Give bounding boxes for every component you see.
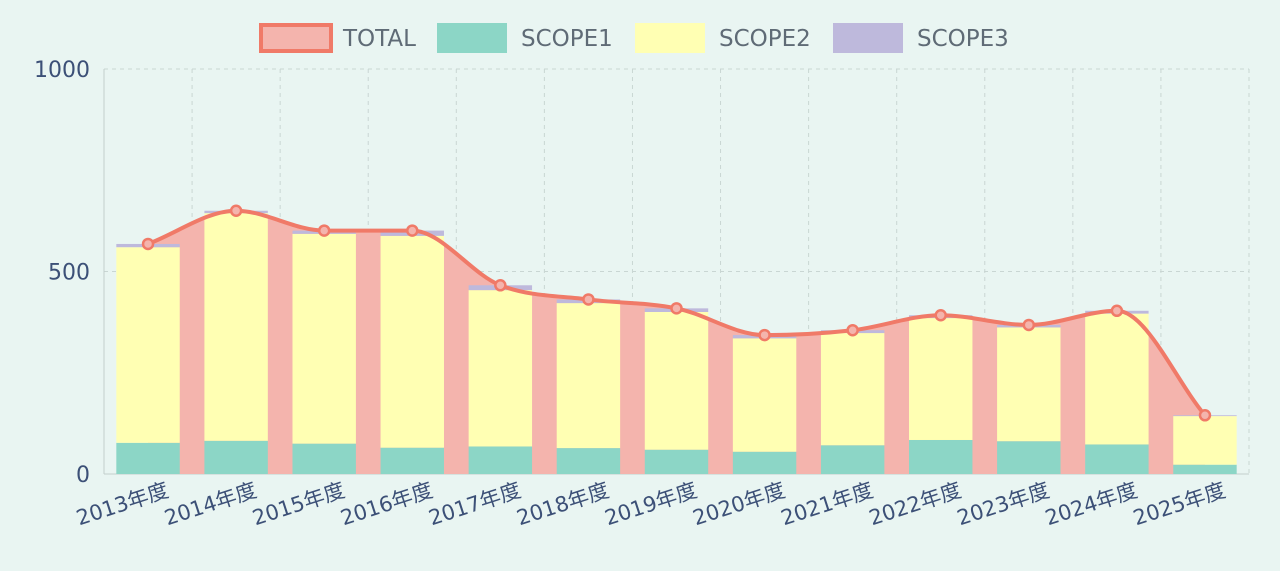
- legend-swatch-total: [259, 23, 333, 53]
- y-tick-label: 500: [48, 261, 90, 286]
- x-tick-label: 2019年度: [602, 478, 700, 530]
- x-tick-label: 2016年度: [338, 478, 436, 530]
- total-point: [1022, 318, 1036, 332]
- scope2-bar: [556, 303, 621, 449]
- scope1-bar: [820, 445, 885, 474]
- x-tick-label: 2020年度: [690, 478, 788, 530]
- total-point: [934, 308, 947, 322]
- scope1-bar: [292, 443, 356, 474]
- scope2-bar: [292, 233, 356, 444]
- scope2-bar: [1085, 313, 1149, 445]
- scope1-bar: [1173, 464, 1237, 474]
- legend-label-scope1: SCOPE1: [521, 26, 613, 52]
- scope2-bar: [204, 213, 268, 441]
- total-point: [406, 224, 419, 237]
- legend-swatch-scope1: [437, 23, 507, 53]
- scope1-bar: [997, 441, 1061, 474]
- total-point: [229, 204, 243, 217]
- total-point: [141, 237, 155, 251]
- scope2-bar: [909, 318, 973, 440]
- scope2-bar: [644, 312, 709, 450]
- x-tick-label: 2023年度: [954, 478, 1052, 530]
- scope1-bar: [204, 440, 268, 474]
- x-tick-label: 2017年度: [426, 478, 524, 530]
- scope2-bar: [468, 290, 533, 447]
- total-point: [1198, 409, 1212, 422]
- scope1-bar: [1085, 444, 1149, 474]
- legend-label-scope2: SCOPE2: [719, 26, 811, 52]
- scope1-bar: [556, 448, 621, 474]
- scope1-bar: [732, 451, 797, 474]
- total-point: [317, 224, 331, 237]
- x-tick-label: 2018年度: [514, 478, 612, 530]
- x-tick-label: 2015年度: [250, 478, 348, 530]
- scope2-bar: [732, 338, 797, 452]
- x-tick-label: 2021年度: [778, 478, 876, 530]
- scope1-bar: [116, 442, 180, 474]
- total-point: [494, 279, 507, 292]
- y-tick-label: 1000: [34, 58, 90, 83]
- total-point: [582, 293, 595, 306]
- scope2-bar: [820, 333, 885, 446]
- total-point: [1110, 304, 1124, 318]
- legend-label-total: TOTAL: [342, 26, 416, 52]
- total-point: [670, 302, 683, 315]
- scope2-bar: [997, 327, 1061, 442]
- x-tick-label: 2024年度: [1042, 478, 1140, 530]
- scope2-bar: [380, 235, 444, 448]
- y-tick-label: 0: [76, 463, 90, 488]
- scope1-bar: [380, 447, 444, 474]
- legend-swatch-scope3: [833, 23, 903, 53]
- scope1-bar: [909, 439, 973, 474]
- x-tick-label: 2025年度: [1130, 478, 1228, 530]
- legend-label-scope3: SCOPE3: [917, 26, 1009, 52]
- scope1-bar: [468, 446, 533, 474]
- x-tick-label: 2014年度: [161, 478, 259, 530]
- scope1-bar: [644, 449, 709, 474]
- x-tick-label: 2022年度: [866, 478, 964, 530]
- total-point: [846, 323, 859, 337]
- total-point: [758, 328, 771, 342]
- legend-swatch-scope2: [635, 23, 705, 53]
- scope2-bar: [1173, 416, 1237, 465]
- scope2-bar: [116, 247, 180, 443]
